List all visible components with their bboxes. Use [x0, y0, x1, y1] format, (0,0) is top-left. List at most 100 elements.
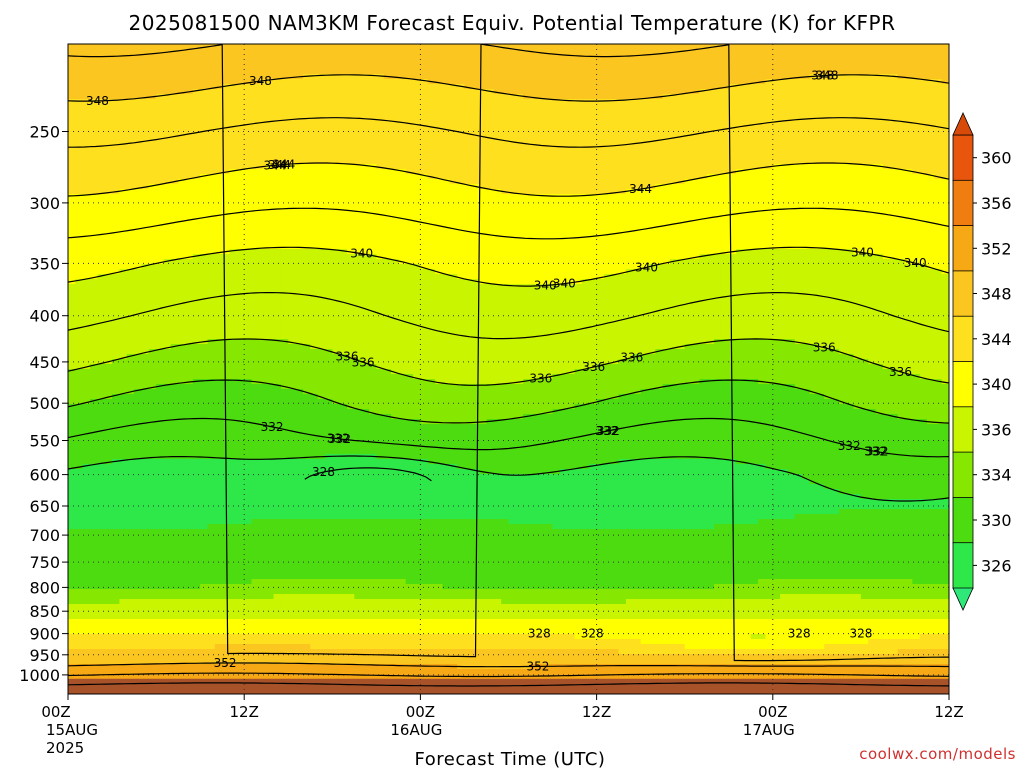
theta-e-cell	[882, 79, 891, 85]
theta-e-cell	[207, 59, 216, 65]
theta-e-cell	[890, 149, 899, 155]
theta-e-cell	[251, 194, 260, 200]
theta-e-cell	[552, 239, 561, 245]
theta-e-cell	[816, 59, 825, 65]
theta-e-cell	[134, 54, 143, 60]
theta-e-cell	[119, 139, 128, 145]
theta-e-cell	[603, 184, 612, 190]
theta-e-cell	[501, 69, 510, 75]
theta-e-cell	[156, 134, 165, 140]
theta-e-cell	[567, 119, 576, 125]
theta-e-cell	[934, 109, 943, 115]
theta-e-cell	[912, 74, 921, 80]
theta-e-cell	[75, 194, 84, 200]
theta-e-cell	[222, 54, 231, 60]
theta-e-cell	[391, 44, 399, 50]
theta-e-cell	[273, 194, 282, 200]
theta-e-cell	[457, 144, 466, 150]
theta-e-cell	[508, 129, 517, 135]
theta-e-cell	[266, 244, 275, 250]
theta-e-cell	[574, 219, 583, 225]
theta-e-cell	[758, 204, 767, 210]
theta-e-cell	[354, 214, 363, 220]
theta-e-cell	[244, 164, 253, 170]
theta-e-cell	[266, 64, 275, 70]
theta-e-cell	[324, 149, 333, 155]
theta-e-cell	[457, 99, 466, 105]
theta-e-cell	[567, 224, 576, 230]
theta-e-cell	[280, 189, 289, 195]
theta-e-cell	[398, 164, 407, 170]
theta-e-cell	[831, 64, 840, 70]
theta-e-cell	[611, 219, 620, 225]
theta-e-cell	[420, 224, 429, 230]
theta-e-cell	[684, 209, 693, 215]
theta-e-cell	[280, 184, 289, 190]
theta-e-cell	[324, 199, 333, 205]
theta-e-cell	[802, 114, 811, 120]
theta-e-cell	[200, 229, 209, 235]
theta-e-cell	[280, 224, 289, 230]
theta-e-cell	[794, 239, 803, 245]
theta-e-cell	[207, 109, 216, 115]
theta-e-cell	[640, 64, 649, 70]
theta-e-cell	[772, 54, 781, 60]
theta-e-cell	[369, 54, 377, 60]
theta-e-cell	[875, 59, 884, 65]
theta-e-cell	[244, 69, 253, 75]
theta-e-cell	[192, 94, 201, 100]
theta-e-cell	[926, 154, 935, 160]
theta-e-cell	[449, 124, 458, 130]
theta-e-cell	[75, 94, 84, 100]
theta-e-cell	[824, 89, 833, 95]
theta-e-cell	[361, 59, 370, 65]
theta-e-cell	[310, 199, 319, 205]
theta-e-cell	[846, 109, 855, 115]
theta-e-cell	[736, 219, 745, 225]
theta-e-cell	[244, 99, 253, 105]
theta-e-cell	[354, 104, 363, 110]
theta-e-cell	[875, 104, 884, 110]
theta-e-cell	[361, 214, 370, 220]
theta-e-cell	[112, 139, 120, 145]
theta-e-cell	[537, 54, 546, 60]
theta-e-cell	[112, 204, 120, 210]
theta-e-cell	[838, 204, 847, 210]
theta-e-cell	[567, 94, 576, 100]
theta-e-cell	[236, 224, 245, 230]
theta-e-cell	[926, 209, 935, 215]
theta-e-cell	[288, 234, 297, 240]
theta-e-cell	[508, 114, 517, 120]
theta-e-cell	[75, 184, 84, 190]
theta-e-cell	[185, 239, 194, 245]
theta-e-cell	[369, 249, 377, 255]
theta-e-cell	[618, 134, 627, 140]
theta-e-cell	[427, 129, 436, 135]
theta-e-cell	[618, 194, 627, 200]
theta-e-cell	[655, 204, 664, 210]
theta-e-cell	[376, 149, 385, 155]
theta-e-cell	[574, 109, 583, 115]
theta-e-cell	[618, 179, 627, 185]
theta-e-cell	[567, 239, 576, 245]
theta-e-cell	[618, 114, 627, 120]
theta-e-cell	[772, 234, 781, 240]
theta-e-cell	[941, 129, 949, 135]
theta-e-cell	[346, 44, 355, 50]
theta-e-cell	[904, 124, 913, 130]
theta-e-cell	[192, 214, 201, 220]
theta-e-cell	[236, 64, 245, 70]
theta-e-cell	[552, 129, 561, 135]
theta-e-cell	[743, 214, 752, 220]
theta-e-cell	[354, 69, 363, 75]
theta-e-cell	[567, 174, 576, 180]
theta-e-cell	[508, 109, 517, 115]
theta-e-cell	[442, 104, 451, 110]
theta-e-cell	[545, 74, 554, 80]
theta-e-cell	[251, 164, 260, 170]
theta-e-cell	[787, 239, 796, 245]
theta-e-cell	[383, 244, 392, 250]
theta-e-cell	[229, 164, 238, 170]
theta-e-cell	[288, 54, 297, 60]
theta-e-cell	[772, 214, 781, 220]
